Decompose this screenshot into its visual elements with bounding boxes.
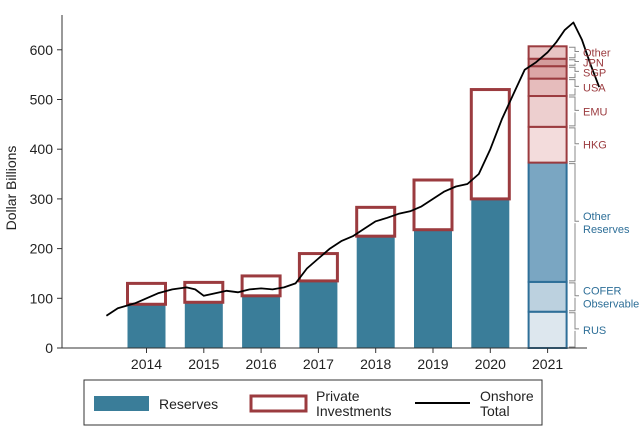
private-investments-bar xyxy=(240,274,282,298)
x-ticks: 2014 2015 2016 2017 2018 2019 2020 2021 xyxy=(131,348,563,372)
reserves-bar xyxy=(184,302,223,348)
private-investments-bar xyxy=(355,205,397,238)
breakdown-label: USA xyxy=(583,82,606,94)
breakdown-label: Other xyxy=(583,211,611,223)
breakdown-label: EMU xyxy=(583,106,608,118)
breakdown-segment xyxy=(527,95,568,128)
breakdown-bracket xyxy=(569,163,579,282)
x-tick-label: 2020 xyxy=(475,356,506,372)
breakdown-label: SGP xyxy=(583,67,606,79)
breakdown-brackets: RUSCOFERObservableOtherReservesHKGEMUUSA… xyxy=(569,46,639,348)
breakdown-bracket xyxy=(569,46,579,59)
x-tick-label: 2019 xyxy=(417,356,448,372)
bars-layer xyxy=(126,88,511,348)
reserves-bar xyxy=(242,295,281,348)
y-tick-label: 200 xyxy=(30,241,54,257)
reserves-bar xyxy=(356,236,395,348)
y-tick-label: 300 xyxy=(30,191,54,207)
y-tick-label: 600 xyxy=(30,42,54,58)
breakdown-bracket xyxy=(569,59,579,66)
reserves-bar xyxy=(414,229,452,348)
breakdown-bracket xyxy=(569,66,579,79)
reserves-bar xyxy=(299,280,338,348)
breakdown-bracket xyxy=(569,282,579,312)
private-investments-bar xyxy=(126,281,167,306)
private-investments-bar xyxy=(297,252,339,283)
legend-label-private: Private Investments xyxy=(316,388,391,419)
breakdown-bracket xyxy=(569,96,579,127)
legend: Reserves Private Investments Onshore Total xyxy=(83,379,543,426)
legend-swatch-reserves xyxy=(94,396,149,411)
private-investments-bar xyxy=(412,178,454,232)
y-tick-label: 400 xyxy=(30,141,54,157)
legend-label-onshore: Onshore Total xyxy=(480,388,534,419)
line-layer xyxy=(105,21,601,317)
axes xyxy=(61,15,587,349)
breakdown-segment xyxy=(527,77,568,98)
bars-2021-layer xyxy=(527,45,568,349)
breakdown-label: Other xyxy=(583,48,611,60)
legend-frame xyxy=(83,379,543,426)
breakdown-label: RUS xyxy=(583,325,606,337)
breakdown-segment xyxy=(527,65,568,80)
breakdown-segment xyxy=(527,161,568,283)
breakdown-label: HKG xyxy=(583,140,607,152)
x-tick-label: 2017 xyxy=(303,356,334,372)
private-investments-bar xyxy=(469,88,511,201)
breakdown-bracket xyxy=(569,312,579,348)
legend-swatch-private xyxy=(249,394,308,413)
y-ticks: 0 100 200 300 400 500 600 xyxy=(30,42,62,356)
breakdown-label: Observable xyxy=(583,298,639,310)
y-tick-label: 0 xyxy=(45,340,53,356)
breakdown-segment xyxy=(527,125,568,164)
reserves-bar xyxy=(127,304,166,348)
x-tick-label: 2021 xyxy=(532,356,563,372)
onshore-total-line xyxy=(105,21,601,317)
breakdown-label: JPN xyxy=(583,57,604,69)
breakdown-label: Reserves xyxy=(583,224,630,236)
x-tick-label: 2014 xyxy=(131,356,162,372)
x-tick-label: 2016 xyxy=(246,356,277,372)
y-tick-label: 500 xyxy=(30,91,54,107)
legend-label-reserves: Reserves xyxy=(159,396,218,412)
reserves-bar xyxy=(471,198,510,348)
y-tick-label: 100 xyxy=(30,290,54,306)
breakdown-bracket xyxy=(569,79,579,96)
breakdown-segment xyxy=(527,310,568,349)
breakdown-segment xyxy=(527,280,568,313)
y-axis-title: Dollar Billions xyxy=(3,146,19,231)
x-tick-label: 2015 xyxy=(188,356,219,372)
breakdown-bracket xyxy=(569,127,579,163)
breakdown-label: COFER xyxy=(583,285,622,297)
x-tick-label: 2018 xyxy=(360,356,391,372)
